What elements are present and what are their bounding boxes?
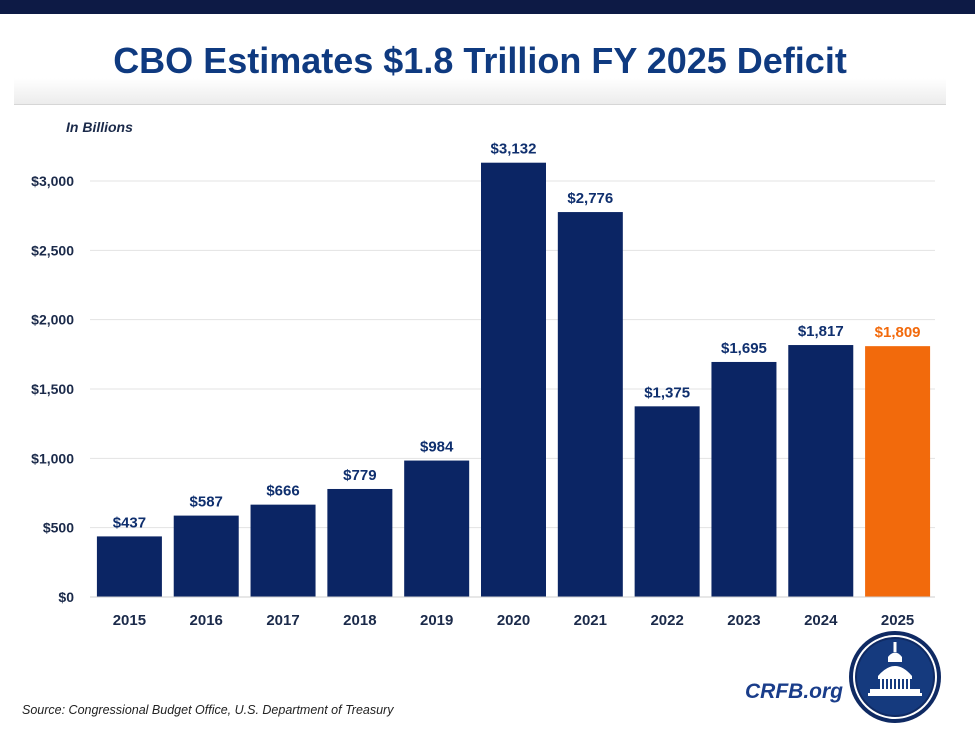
bar-2024 bbox=[788, 345, 854, 597]
y-tick-label: $3,000 bbox=[31, 173, 74, 189]
bar-2020 bbox=[481, 162, 546, 598]
data-label-2021: $2,776 bbox=[567, 190, 613, 207]
x-tick-label-2019: 2019 bbox=[420, 612, 453, 629]
bar-2023 bbox=[711, 361, 777, 597]
x-tick-label-2020: 2020 bbox=[497, 612, 530, 629]
y-tick-label: $1,500 bbox=[31, 381, 74, 397]
y-tick-label: $2,000 bbox=[31, 312, 74, 328]
data-label-2019: $984 bbox=[420, 439, 454, 456]
bar-2019 bbox=[404, 460, 470, 597]
data-label-2020: $3,132 bbox=[491, 141, 537, 158]
x-tick-label-2023: 2023 bbox=[727, 612, 760, 629]
y-tick-label: $0 bbox=[58, 589, 74, 605]
x-tick-label-2022: 2022 bbox=[650, 612, 683, 629]
bar-2025 bbox=[865, 346, 931, 597]
data-label-2018: $779 bbox=[343, 467, 376, 484]
bar-2015 bbox=[96, 536, 162, 597]
top-strip bbox=[0, 0, 975, 14]
y-tick-label: $1,000 bbox=[31, 450, 74, 466]
chart-title: CBO Estimates $1.8 Trillion FY 2025 Defi… bbox=[113, 40, 847, 81]
x-tick-label-2017: 2017 bbox=[266, 612, 299, 629]
y-tick-label: $500 bbox=[43, 520, 74, 536]
x-tick-label-2015: 2015 bbox=[113, 612, 146, 629]
bar-2016 bbox=[173, 515, 239, 597]
data-label-2022: $1,375 bbox=[644, 384, 690, 401]
capitol-dome-icon bbox=[849, 631, 941, 723]
data-label-2016: $587 bbox=[190, 494, 223, 511]
bar-2018 bbox=[327, 488, 393, 597]
y-tick-label: $2,500 bbox=[31, 242, 74, 258]
x-tick-label-2025: 2025 bbox=[881, 612, 914, 629]
x-tick-label-2024: 2024 bbox=[804, 612, 838, 629]
brand-link[interactable]: CRFB.org bbox=[745, 680, 843, 703]
y-axis-unit-label: In Billions bbox=[66, 119, 133, 135]
bar-2017 bbox=[250, 504, 316, 597]
data-label-2024: $1,817 bbox=[798, 323, 844, 340]
data-label-2025: $1,809 bbox=[875, 324, 921, 341]
bar-2021 bbox=[557, 212, 623, 597]
x-tick-label-2021: 2021 bbox=[574, 612, 607, 629]
data-label-2023: $1,695 bbox=[721, 340, 767, 357]
x-tick-label-2016: 2016 bbox=[190, 612, 223, 629]
source-note: Source: Congressional Budget Office, U.S… bbox=[22, 703, 394, 717]
x-tick-label-2018: 2018 bbox=[343, 612, 376, 629]
bar-2022 bbox=[634, 406, 700, 597]
data-label-2017: $666 bbox=[266, 483, 299, 500]
title-band: CBO Estimates $1.8 Trillion FY 2025 Defi… bbox=[14, 18, 946, 105]
data-label-2015: $437 bbox=[113, 514, 146, 531]
